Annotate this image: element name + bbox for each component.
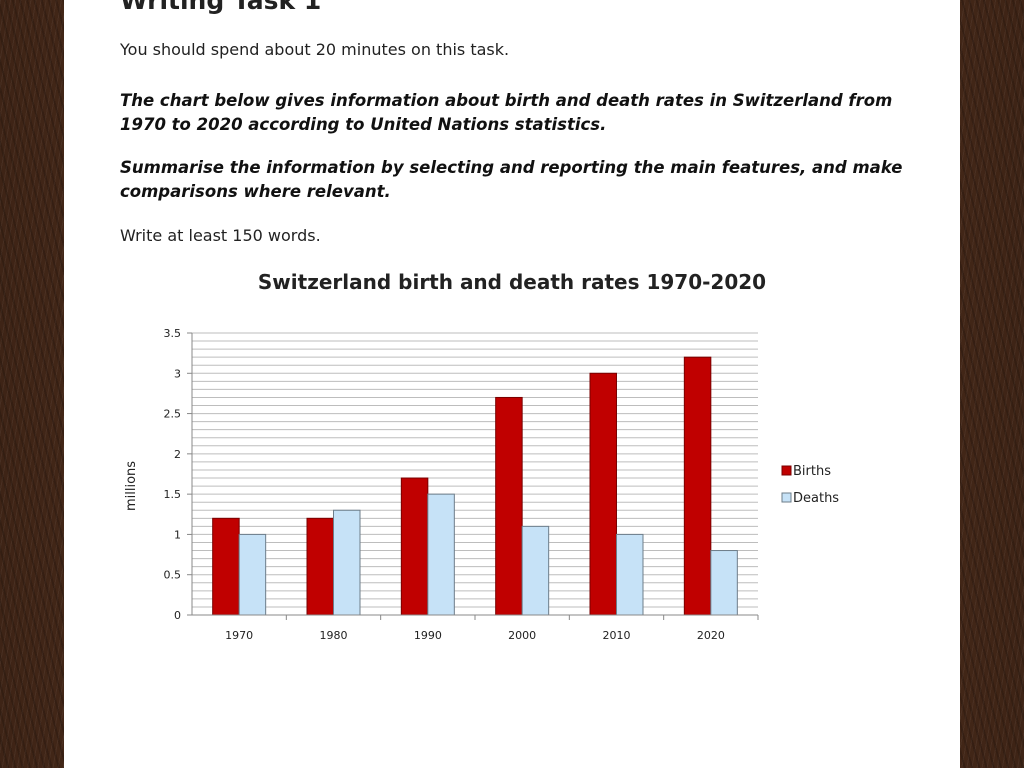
chart-title: Switzerland birth and death rates 1970-2… (258, 270, 766, 294)
bar-chart: Switzerland birth and death rates 1970-2… (124, 270, 839, 642)
legend-label-births: Births (793, 464, 831, 479)
y-tick-label: 2 (174, 448, 181, 461)
axes: 0 0.5 1 1.5 2 2.5 3 3.5 1970 1980 1990 2000 2010 2020 (164, 327, 759, 642)
bar-deaths-2020 (710, 550, 738, 616)
x-tick-label: 2020 (697, 629, 725, 642)
word-limit: Write at least 150 words. (120, 226, 321, 245)
legend-swatch-deaths (781, 492, 792, 503)
bar-births-2000 (495, 396, 523, 616)
legend: Births Deaths (781, 464, 839, 506)
y-tick-label: 2.5 (164, 408, 182, 421)
y-tick-label: 1.5 (164, 488, 182, 501)
bar-births-1990 (400, 477, 429, 616)
bar-births-1970 (212, 517, 240, 616)
task-heading: Writing Task 1 (120, 0, 322, 15)
bar-births-2010 (589, 372, 617, 616)
x-tick-label: 1990 (414, 629, 442, 642)
y-tick-label: 3.5 (164, 327, 182, 340)
bar-deaths-2000 (521, 525, 550, 616)
bar-births-1980 (306, 517, 334, 616)
task-instruction: Summarise the information by selecting a… (120, 158, 903, 201)
x-tick-label: 2000 (508, 629, 536, 642)
task-sheet: Writing Task 1 You should spend about 20… (64, 0, 960, 768)
bar-births-2020 (683, 356, 712, 616)
time-instruction: You should spend about 20 minutes on thi… (120, 40, 510, 59)
task-prompt: The chart below gives information about … (120, 91, 893, 134)
bar-deaths-1970 (238, 533, 267, 616)
y-tick-label: 0.5 (164, 569, 182, 582)
y-tick-label: 3 (174, 367, 181, 380)
y-axis-label: millions (124, 461, 139, 511)
bar-deaths-1990 (427, 493, 455, 616)
x-tick-label: 1970 (225, 629, 253, 642)
y-tick-label: 0 (174, 609, 181, 622)
bar-deaths-2010 (616, 533, 644, 616)
bar-deaths-1980 (333, 509, 361, 616)
x-tick-label: 2010 (603, 629, 631, 642)
legend-swatch-births (781, 465, 792, 476)
gridlines (192, 332, 758, 608)
y-tick-label: 1 (174, 528, 181, 541)
legend-label-deaths: Deaths (793, 491, 839, 506)
x-tick-label: 1980 (320, 629, 348, 642)
bars (212, 356, 738, 616)
